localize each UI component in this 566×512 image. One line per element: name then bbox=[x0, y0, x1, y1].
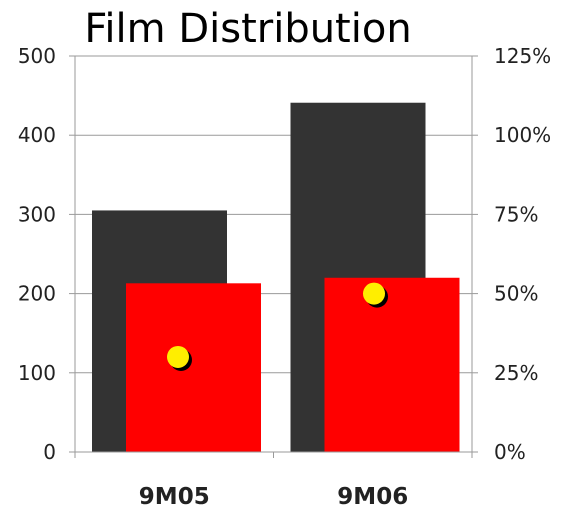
right-axis-ticks: 0% 25% 50% 75% 100% 125% bbox=[494, 44, 551, 464]
right-tick-label: 125% bbox=[494, 44, 551, 68]
left-tick-label: 200 bbox=[18, 282, 56, 306]
bar-9m06-series-2 bbox=[324, 277, 460, 452]
point-9m05 bbox=[167, 345, 189, 368]
axes bbox=[69, 55, 478, 458]
category-label-9m05: 9M05 bbox=[139, 484, 210, 510]
category-labels: 9M05 9M06 bbox=[139, 484, 408, 510]
category-label-9m06: 9M06 bbox=[337, 484, 408, 510]
right-tick-label: 25% bbox=[494, 361, 538, 385]
chart-title: Film Distribution bbox=[84, 6, 411, 52]
point-9m06 bbox=[363, 282, 385, 305]
bars bbox=[92, 102, 460, 452]
left-axis-ticks: 0 100 200 300 400 500 bbox=[18, 44, 56, 464]
points bbox=[167, 282, 388, 371]
left-tick-label: 300 bbox=[18, 202, 56, 226]
right-tick-label: 100% bbox=[494, 123, 551, 147]
right-tick-label: 50% bbox=[494, 282, 538, 306]
left-tick-label: 100 bbox=[18, 361, 56, 385]
bar-9m05-series-2 bbox=[126, 283, 261, 452]
left-tick-label: 500 bbox=[18, 44, 56, 68]
right-tick-label: 0% bbox=[494, 440, 526, 464]
left-tick-label: 0 bbox=[43, 440, 56, 464]
left-tick-label: 400 bbox=[18, 123, 56, 147]
right-tick-label: 75% bbox=[494, 202, 538, 226]
